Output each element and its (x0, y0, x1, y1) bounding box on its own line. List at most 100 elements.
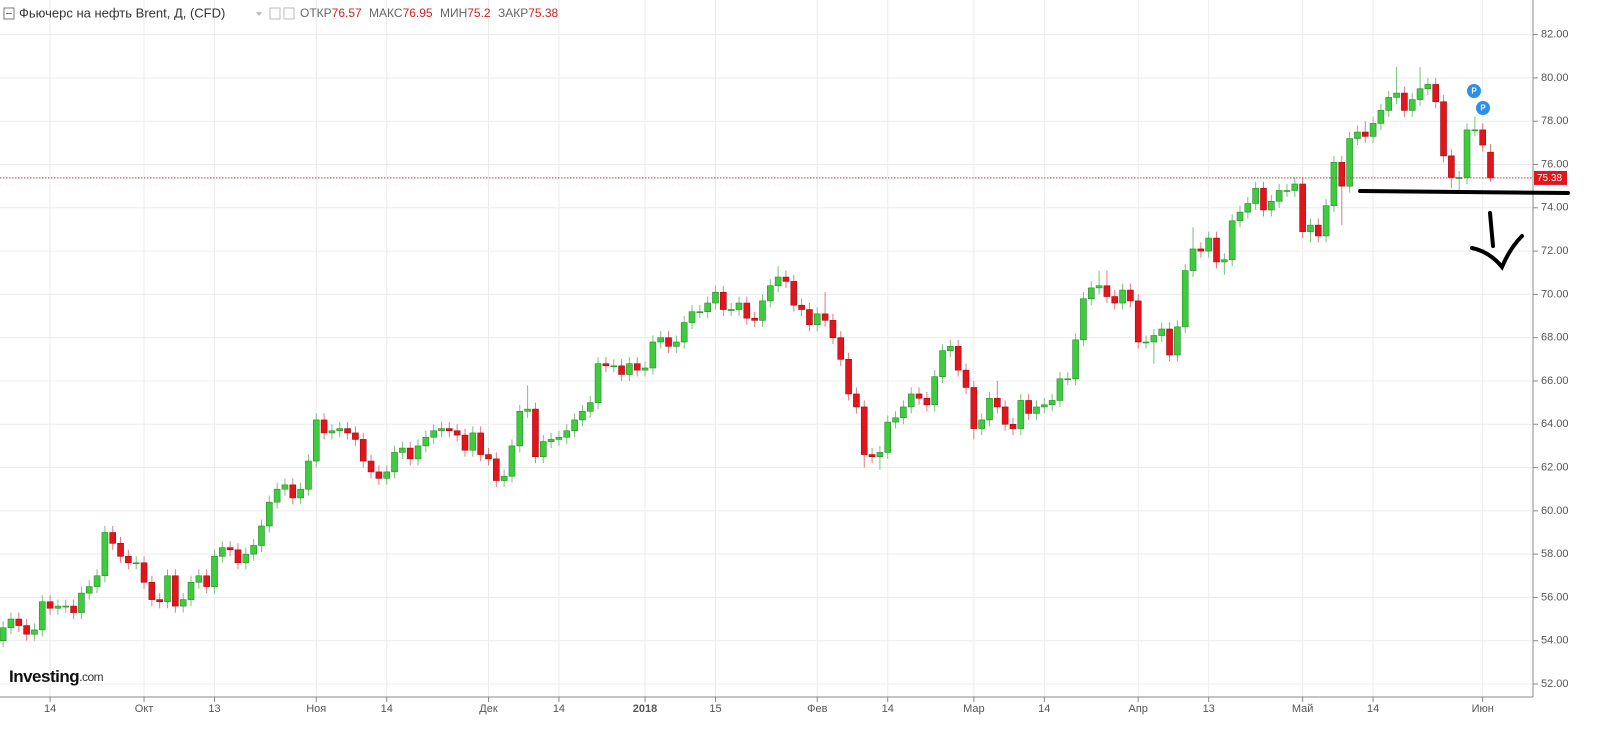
candle-body (54, 605, 62, 609)
candle-body (1361, 131, 1369, 137)
candle-body (1025, 400, 1032, 414)
brand-logo: Investing.com (9, 667, 104, 686)
candle-body (477, 432, 484, 455)
candle-body (1048, 400, 1056, 406)
candle-body (767, 285, 774, 302)
candle-body (743, 302, 751, 319)
dropdown-icon[interactable] (256, 12, 262, 16)
candle-body (1471, 129, 1479, 132)
event-marker[interactable]: P (1476, 101, 1490, 115)
candle-body (1252, 188, 1259, 204)
y-tick-label: 78.00 (1541, 115, 1569, 127)
candle-body (602, 363, 610, 367)
candle-body (422, 436, 430, 447)
candle-body (1142, 341, 1150, 344)
ohlc-readout: ОТКР76.57 МАКС76.95 МИН75.2 ЗАКР75.38 (300, 6, 559, 20)
candle-body (125, 556, 132, 564)
candle-body (1119, 289, 1126, 304)
candle-body (649, 341, 657, 369)
candle-body (657, 337, 665, 343)
settings-icon[interactable] (269, 7, 281, 20)
candle-body (1017, 400, 1025, 429)
candle-body (7, 618, 15, 629)
x-tick-label: Мар (963, 703, 985, 715)
candle-body (453, 430, 461, 436)
candle-body (900, 406, 907, 419)
x-tick-label: Дек (479, 703, 498, 715)
collapse-icon[interactable] (3, 7, 15, 20)
y-tick-label: 62.00 (1541, 461, 1569, 473)
candle-body (265, 501, 273, 527)
candle-body (939, 350, 946, 377)
candle-body (876, 452, 884, 458)
candle-body (367, 460, 375, 473)
candle-body (352, 432, 359, 440)
candle-body (1228, 220, 1236, 261)
candle-body (179, 599, 187, 607)
marker-badge[interactable] (1467, 84, 1481, 98)
x-tick-label: 13 (208, 703, 220, 715)
candle-body (281, 484, 289, 490)
candle-body (1369, 123, 1377, 137)
candle-body (782, 276, 790, 282)
candle-body (696, 311, 704, 314)
candle-body (673, 341, 680, 347)
candle-body (790, 281, 798, 306)
candle-body (915, 393, 923, 399)
candle-body (594, 363, 602, 403)
candle-body (532, 408, 539, 458)
grid (0, 0, 1532, 697)
candle-body (907, 393, 915, 408)
candle-body (23, 625, 30, 635)
candle-body (446, 428, 453, 432)
candle-body (132, 562, 140, 565)
settings-icon[interactable] (283, 7, 295, 20)
candle-body (970, 387, 978, 429)
candle-body (461, 434, 469, 451)
candle-body (845, 359, 852, 395)
candle-body (618, 365, 625, 375)
candle-body (1408, 99, 1416, 111)
marker-badge[interactable] (1476, 101, 1490, 115)
candle-body (391, 452, 398, 473)
candle-body (688, 311, 696, 323)
candle-body (1268, 201, 1275, 211)
x-tick-label: Май (1292, 703, 1314, 715)
candle-body (868, 454, 876, 458)
candle-body (860, 406, 868, 455)
candle-body (1275, 190, 1283, 202)
candle-body (751, 317, 758, 321)
candle-body (406, 447, 414, 460)
candle-body (273, 488, 281, 503)
candle-body (853, 393, 860, 408)
candle-body (414, 445, 422, 460)
candle-body (70, 605, 77, 613)
candle-body (1080, 298, 1087, 341)
candle-body (829, 320, 837, 338)
candle-body (759, 300, 766, 321)
y-tick-label: 68.00 (1541, 332, 1569, 344)
y-tick-label: 76.00 (1541, 158, 1569, 170)
x-tick-label: 14 (381, 703, 393, 715)
y-tick-label: 82.00 (1541, 29, 1569, 41)
event-marker[interactable]: P (1467, 84, 1481, 98)
candle-body (93, 575, 101, 587)
y-tick-label: 56.00 (1541, 591, 1569, 603)
candle-body (1307, 224, 1314, 232)
candle-body (1291, 183, 1299, 191)
candles (0, 67, 1532, 648)
candle-body (438, 428, 445, 432)
arrow-head (1470, 234, 1524, 271)
candle-body (1134, 300, 1142, 343)
candle-body (148, 581, 156, 600)
candle-body (0, 627, 7, 642)
candle-body (1330, 162, 1338, 206)
candle-body (485, 454, 492, 460)
candle-body (1150, 335, 1158, 343)
candle-body (46, 601, 54, 609)
x-tick-label: Ноя (306, 703, 326, 715)
candle-body (234, 549, 242, 564)
candle-body (1260, 188, 1267, 211)
